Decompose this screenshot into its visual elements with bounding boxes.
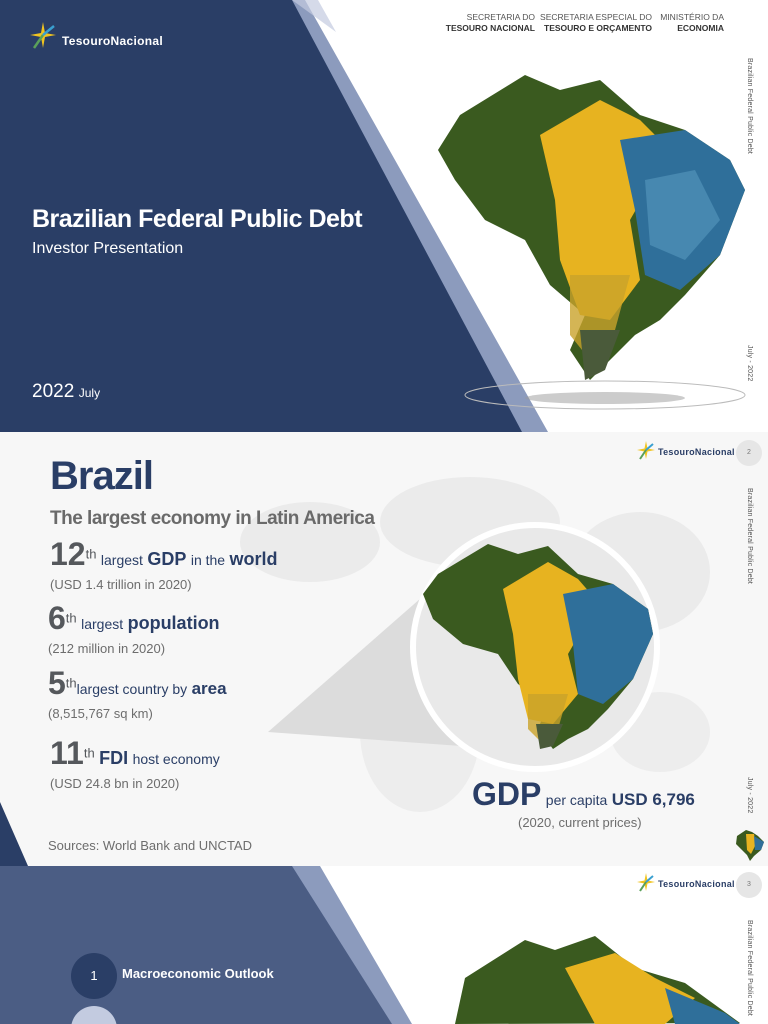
sources: Sources: World Bank and UNCTAD [48,838,252,853]
cover-background [0,0,548,432]
slide2-subtitle: The largest economy in Latin America [50,508,375,529]
agenda-number-2 [71,1006,117,1024]
logo-wordmark: TesouroNacional [62,34,163,48]
gdp-per-capita: GDP per capita USD 6,796 [472,776,695,813]
gdp-label: GDP [472,776,542,812]
side-title: Brazilian Federal Public Debt [746,920,753,1017]
page-number: 3 [736,872,762,898]
cover-subtitle: Investor Presentation [32,240,184,257]
cover-title: Brazilian Federal Public Debt [32,205,363,233]
gdp-note: (2020, current prices) [518,815,642,830]
slide2-title: Brazil [50,454,154,498]
slide-cover: TesouroNacional SECRETARIA DO TESOURO NAC… [0,0,768,432]
ministry-1: SECRETARIA DO TESOURO NACIONAL [445,12,535,33]
brazil-map-image [423,544,653,749]
slide-brazil-overview: TesouroNacional 2 Brazil The largest eco… [0,432,768,866]
side-title: Brazilian Federal Public Debt [746,58,753,155]
mini-brazil-map-icon [736,830,764,861]
slide3-logo-wordmark: TesouroNacional [658,879,735,889]
stat-population-rank: 6th largest population [48,600,220,636]
stat-fdi-detail: (USD 24.8 bn in 2020) [50,776,180,791]
gdp-value: USD 6,796 [611,790,695,809]
side-date: July - 2022 [746,345,753,382]
cover-month: July [78,386,101,400]
page-number: 2 [736,440,762,466]
slide2-logo [636,440,656,465]
brazil-map-image [455,936,740,1024]
slide2-logo-wordmark: TesouroNacional [658,447,735,457]
ministry-3: MINISTÉRIO DA ECONOMIA [660,12,724,33]
stat-gdp-detail: (USD 1.4 trillion in 2020) [50,577,192,592]
cover-date: 2022 July [32,381,100,403]
star-logo-icon [637,873,655,892]
stat-population-detail: (212 million in 2020) [48,641,166,656]
brazil-map-image [438,75,746,410]
stat-area-rank: 5thlargest country by area [48,665,227,701]
side-title: Brazilian Federal Public Debt [746,488,753,585]
slide3-logo [636,872,656,897]
stat-gdp-rank: 12th largest GDP in the world [50,536,278,572]
cover-year: 2022 [32,381,75,402]
star-logo-icon [30,22,56,49]
stat-area-detail: (8,515,767 sq km) [48,706,153,721]
star-logo-icon [637,441,655,460]
tesouro-logo [28,20,58,55]
ministry-2: SECRETARIA ESPECIAL DO TESOURO E ORÇAMENT… [540,12,652,33]
side-date: July - 2022 [746,777,753,814]
slide-agenda: TesouroNacional 3 1 Macroeconomic Outloo… [0,866,768,1024]
agenda-item-1: Macroeconomic Outlook [122,966,274,981]
gdp-mid: per capita [545,792,608,808]
agenda-number-1: 1 [71,953,117,999]
stat-fdi-rank: 11th FDI host economy [50,735,220,771]
